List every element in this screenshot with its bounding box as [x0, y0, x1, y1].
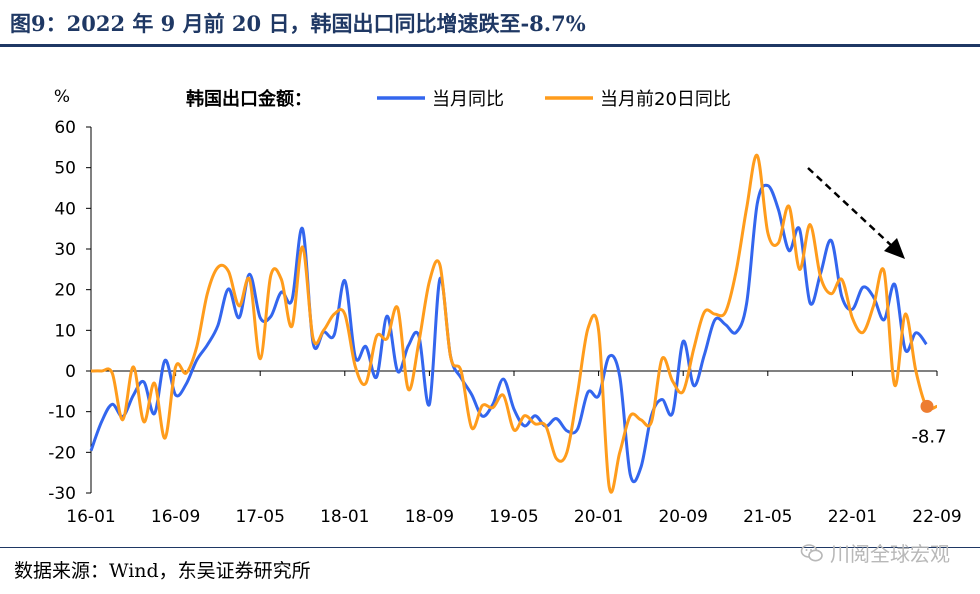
- x-tick-label: 16-01: [66, 507, 115, 527]
- x-tick-label: 16-09: [151, 507, 200, 527]
- arrow-shaft: [807, 167, 894, 248]
- source-divider: [0, 547, 980, 548]
- x-tick-label: 22-01: [828, 507, 877, 527]
- downtrend-arrow: [807, 167, 905, 259]
- arrow-head: [884, 238, 905, 259]
- wechat-icon: [800, 543, 823, 561]
- source-note: 数据来源：Wind，东吴证券研究所: [14, 560, 311, 582]
- y-tick-label: 30: [54, 240, 76, 260]
- y-tick-label: 60: [54, 118, 76, 138]
- x-tick-label: 19-05: [489, 507, 538, 527]
- watermark: 川阅全球宏观: [800, 538, 950, 567]
- x-tick-label: 22-09: [912, 507, 961, 527]
- line-chart: % -30 -20 -10 0 10 20 30 40 50 60 16-01 16-09 17-05 18…: [48, 87, 961, 527]
- legend-label-monthly: 当月同比: [432, 89, 504, 110]
- end-point-label: -8.7: [911, 426, 946, 447]
- x-tick-label: 18-01: [320, 507, 369, 527]
- x-tick-label: 20-01: [574, 507, 623, 527]
- y-tick-label: 20: [54, 281, 76, 301]
- series-line-first20: [90, 153, 938, 494]
- legend-title: 韩国出口金额：: [186, 88, 312, 110]
- title-divider: [0, 44, 980, 47]
- x-tick-label: 18-09: [405, 507, 454, 527]
- y-tick-label: 0: [65, 362, 76, 382]
- y-unit-label: %: [54, 87, 70, 107]
- y-tick-label: 10: [54, 321, 76, 341]
- y-tick-label: -30: [48, 484, 76, 504]
- chart-title: 图9：2022 年 9 月前 20 日，韩国出口同比增速跌至-8.7%: [10, 11, 586, 36]
- y-tick-label: -10: [48, 403, 76, 423]
- x-tick-label: 21-05: [743, 507, 792, 527]
- x-tick-label: 17-05: [235, 507, 284, 527]
- chart-legend: 韩国出口金额： 当月同比 当月前20日同比: [186, 88, 731, 110]
- end-point-marker: [920, 399, 934, 413]
- legend-label-first20: 当月前20日同比: [600, 89, 731, 110]
- watermark-text: 川阅全球宏观: [830, 542, 950, 566]
- series-layer: -8.7: [89, 153, 947, 494]
- series-line-monthly: [89, 183, 928, 484]
- y-tick-label: -20: [48, 443, 76, 463]
- x-tick-label: 20-09: [658, 507, 707, 527]
- y-tick-label: 50: [54, 159, 76, 179]
- y-tick-label: 40: [54, 199, 76, 219]
- chart-axes: % -30 -20 -10 0 10 20 30 40 50 60 16-01 16-09 17-05 18…: [48, 87, 961, 527]
